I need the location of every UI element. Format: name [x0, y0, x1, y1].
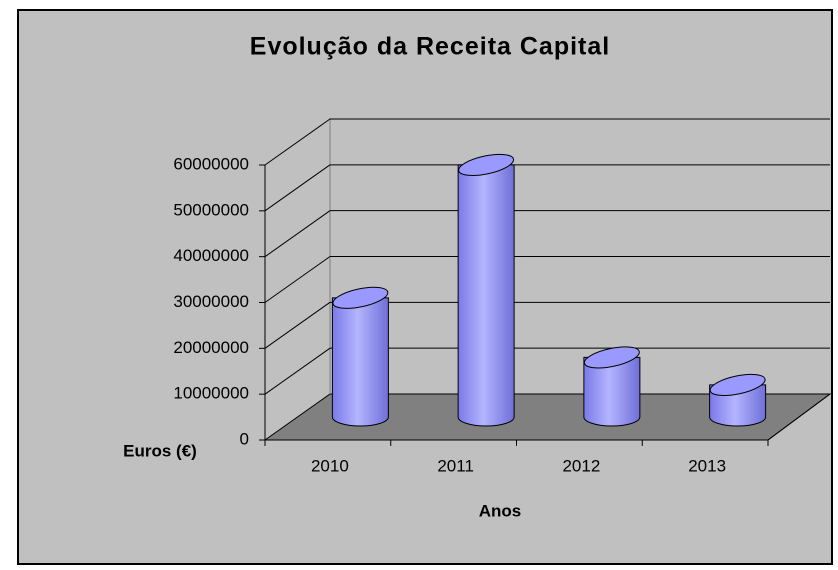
floor-edge — [767, 393, 831, 441]
y-tick-label: 60000000 — [173, 154, 249, 173]
bar-top — [709, 373, 766, 396]
grid-line — [264, 164, 331, 212]
y-tick-label: 50000000 — [173, 200, 249, 219]
x-axis-title: Anos — [479, 501, 522, 520]
x-tick-label: 2013 — [688, 456, 726, 475]
y-tick-label: 10000000 — [173, 384, 249, 403]
y-axis-title: Euros (€) — [123, 441, 197, 460]
bar — [583, 356, 641, 427]
x-tick-label: 2010 — [311, 456, 349, 475]
grid-line — [264, 347, 331, 395]
bar-top — [458, 153, 515, 176]
x-tick-label: 2012 — [562, 456, 600, 475]
grid-line — [264, 210, 331, 258]
bar-top — [583, 346, 640, 369]
x-tick-label: 2011 — [437, 456, 474, 475]
y-tick-label: 30000000 — [173, 292, 249, 311]
bar-top — [332, 286, 389, 309]
bar — [331, 297, 389, 427]
grid-line — [264, 118, 331, 166]
grid-line — [264, 301, 331, 349]
chart-area — [17, 9, 833, 565]
grid-line — [264, 256, 331, 303]
y-tick-label: 0 — [240, 429, 249, 448]
y-tick-label: 40000000 — [173, 246, 249, 265]
y-tick-label: 20000000 — [173, 338, 249, 357]
bar — [457, 164, 515, 427]
chart-title: Evolução da Receita Capital — [250, 33, 610, 61]
